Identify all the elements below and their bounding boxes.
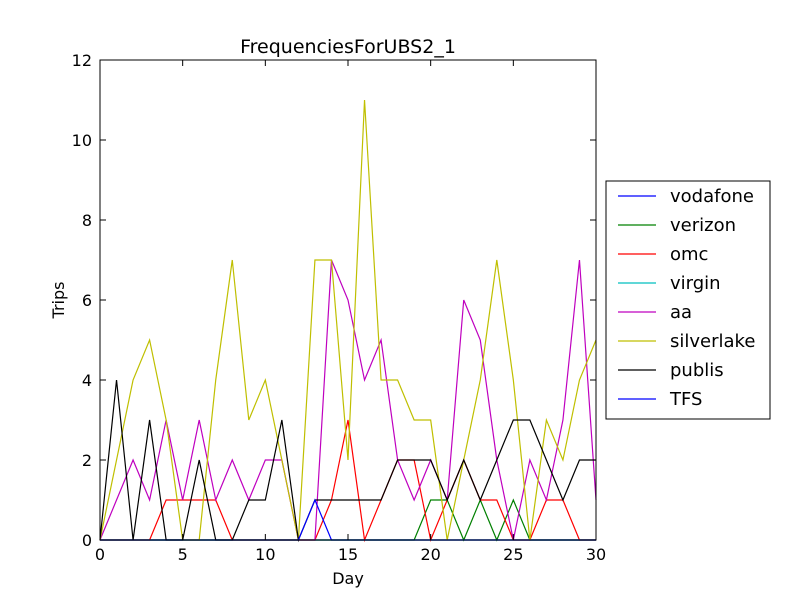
legend-label-virgin: virgin [670,273,721,294]
y-tick-label: 12 [72,51,92,70]
x-tick-label: 10 [255,545,275,564]
legend-label-tfs: TFS [669,389,702,410]
y-tick-label: 10 [72,131,92,150]
legend-label-verizon: verizon [670,215,736,236]
y-axis-ticks: 0 2 4 6 8 10 12 [72,51,596,550]
y-tick-label: 8 [82,211,92,230]
y-axis-label: Trips [49,282,68,320]
x-tick-label: 15 [338,545,358,564]
x-tick-label: 30 [586,545,606,564]
legend-label-silverlake: silverlake [670,331,755,352]
legend-label-aa: aa [670,302,692,323]
x-tick-label: 5 [178,545,188,564]
y-tick-label: 6 [82,291,92,310]
x-axis-ticks: 0 5 10 15 20 25 30 [95,60,606,564]
legend-label-vodafone: vodafone [670,186,754,207]
x-tick-label: 25 [503,545,523,564]
x-tick-label: 20 [420,545,440,564]
x-axis-label: Day [332,569,364,588]
legend: vodafone verizon omc virgin aa silverlake publ… [605,180,771,420]
y-tick-label: 0 [82,531,92,550]
y-tick-label: 2 [82,451,92,470]
y-tick-label: 4 [82,371,92,390]
legend-label-omc: omc [670,244,708,265]
x-tick-label: 0 [95,545,105,564]
legend-box [605,180,771,420]
legend-label-publis: publis [670,360,724,381]
chart-title: FrequenciesForUBS2_1 [240,36,456,58]
